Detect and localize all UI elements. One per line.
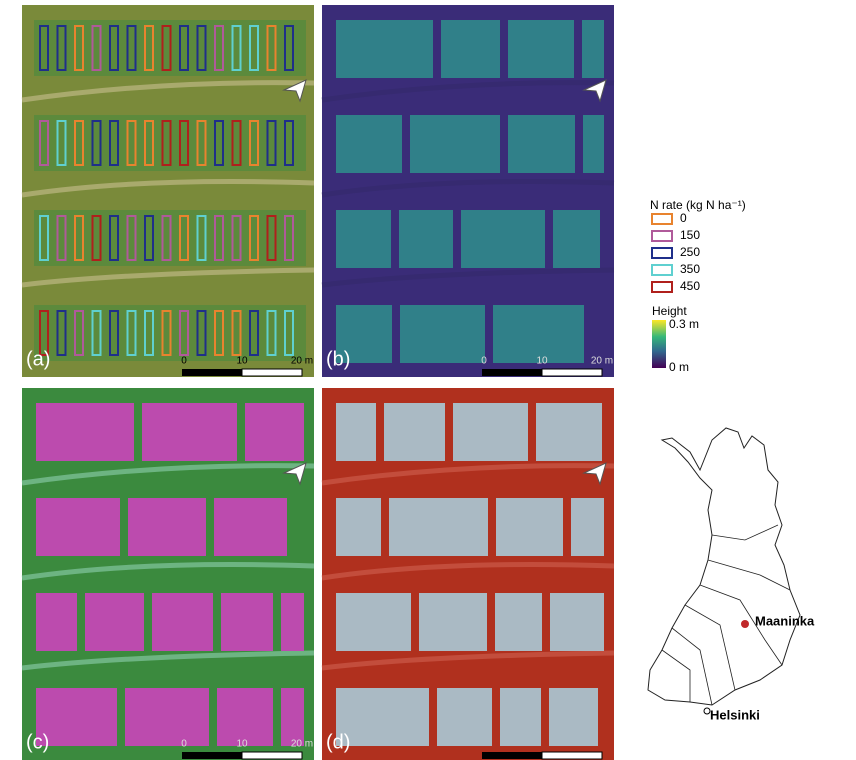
plot-block: [128, 498, 206, 556]
scale-bar-black: [482, 752, 542, 759]
plot-block: [142, 403, 237, 461]
legend-label: 150: [680, 228, 700, 242]
legend-label: 450: [680, 279, 700, 293]
image-panel: 0 10 20 m (a): [22, 5, 314, 377]
plot-block: [410, 115, 500, 173]
plot-block: [336, 593, 411, 651]
plot-block: [281, 593, 304, 651]
scale-label: 10: [236, 356, 248, 367]
scale-label: 0: [481, 356, 487, 367]
legend-label: 0: [680, 211, 687, 225]
legend-label: 350: [680, 262, 700, 276]
plot-block: [419, 593, 487, 651]
legend-title: N rate (kg N ha⁻¹): [650, 198, 746, 212]
place-label: Helsinki: [710, 707, 760, 722]
finland-map: [648, 428, 800, 705]
plot-block: [553, 210, 600, 268]
scale-bar-white: [242, 752, 302, 759]
plot-block: [550, 593, 604, 651]
plot-block: [399, 210, 453, 268]
plot-block: [453, 403, 528, 461]
maaninka-dot: [741, 620, 749, 628]
plot-block: [36, 498, 120, 556]
plot-block: [336, 403, 376, 461]
scale-bar-black: [182, 752, 242, 759]
scale-label: 10: [236, 739, 248, 750]
plot-block: [571, 498, 604, 556]
plot-block: [536, 403, 602, 461]
plot-block: [384, 403, 445, 461]
colorbar-min: 0 m: [669, 360, 689, 374]
plot-block: [336, 498, 381, 556]
scale-label: 20 m: [291, 356, 313, 367]
plot-block: [508, 20, 574, 78]
legend-swatch: [652, 214, 672, 224]
plot-block: [336, 210, 391, 268]
plot-block: [36, 403, 134, 461]
figure: Maaninka Helsinki N rate (kg N ha⁻¹) Hei…: [0, 0, 856, 760]
place-label: Maaninka: [755, 613, 815, 628]
image-panel: (d): [322, 388, 614, 760]
scale-label: 20 m: [591, 356, 613, 367]
plot-block: [221, 593, 273, 651]
legend-swatch: [652, 231, 672, 241]
panel-label: (b): [326, 348, 350, 370]
plot-block: [582, 20, 604, 78]
panel-label: (d): [326, 731, 350, 753]
scale-bar-black: [182, 369, 242, 376]
legend-swatch: [652, 248, 672, 258]
plot-block: [336, 115, 402, 173]
plot-block: [217, 688, 273, 746]
plot-block: [152, 593, 213, 651]
plot-block: [389, 498, 488, 556]
colorbar-max: 0.3 m: [669, 317, 699, 331]
plot-block: [493, 305, 584, 363]
legend-label: 250: [680, 245, 700, 259]
image-panel: 0 10 20 m (b): [322, 5, 614, 377]
scale-bar-white: [242, 369, 302, 376]
plot-block: [85, 593, 144, 651]
plot-block: [125, 688, 209, 746]
plot-block: [245, 403, 304, 461]
plot-block: [441, 20, 500, 78]
scale-bar-white: [542, 369, 602, 376]
scale-label: 0: [181, 739, 187, 750]
scale-label: 10: [536, 356, 548, 367]
plot-block: [214, 498, 287, 556]
plot-block: [495, 593, 542, 651]
plot-block: [400, 305, 485, 363]
scale-label: 20 m: [291, 739, 313, 750]
scale-label: 0: [181, 356, 187, 367]
plot-block: [549, 688, 598, 746]
page: {"panels": [ {"label": "(a)", "scale_lab…: [0, 0, 856, 760]
plot-block: [336, 20, 433, 78]
image-panel: 0 10 20 m (c): [22, 388, 314, 760]
plot-block: [437, 688, 492, 746]
plot-block: [583, 115, 604, 173]
plot-block: [36, 593, 77, 651]
panel-label: (c): [26, 731, 49, 753]
plot-block: [500, 688, 541, 746]
panel-label: (a): [26, 348, 50, 370]
colorbar-title: Height: [652, 304, 687, 318]
scale-bar-black: [482, 369, 542, 376]
legend-swatch: [652, 265, 672, 275]
colorbar: [652, 320, 666, 368]
plot-block: [461, 210, 545, 268]
legend-swatch: [652, 282, 672, 292]
scale-bar-white: [542, 752, 602, 759]
plot-block: [508, 115, 575, 173]
plot-block: [496, 498, 563, 556]
plot-block: [281, 688, 304, 746]
